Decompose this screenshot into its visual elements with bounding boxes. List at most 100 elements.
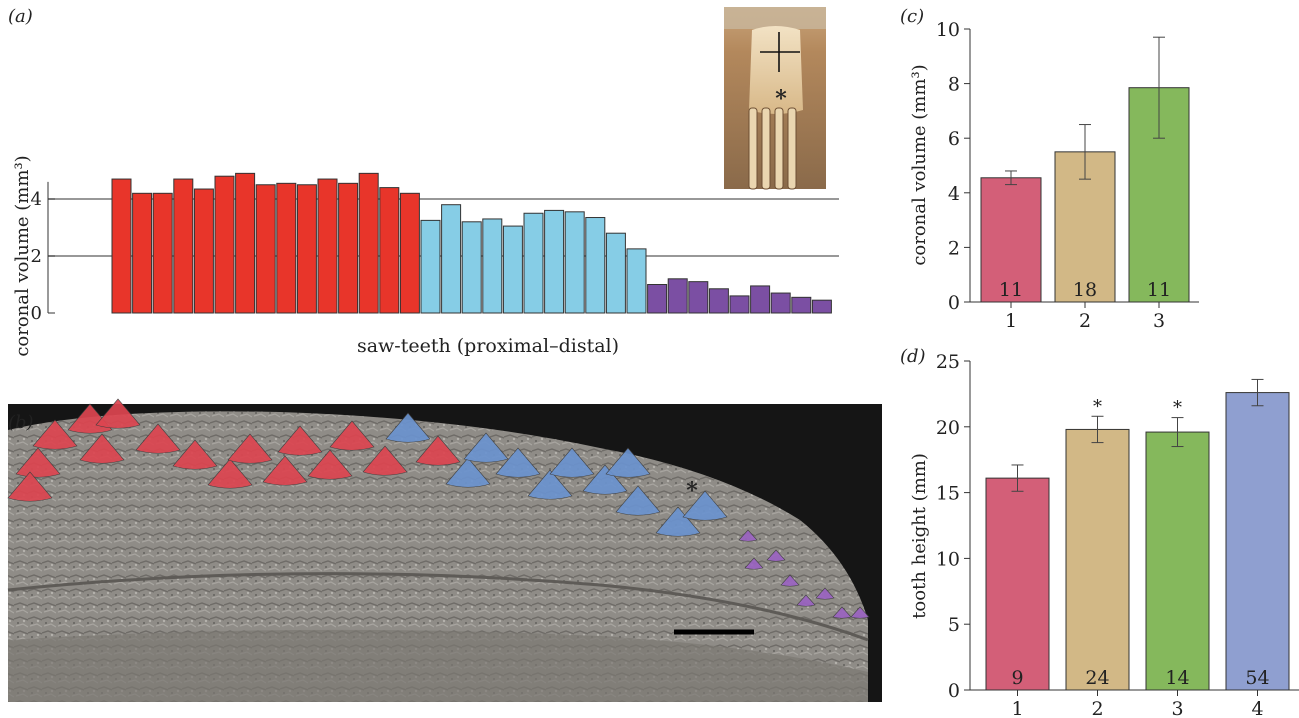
saw-tooth-red bbox=[79, 433, 125, 464]
specimen-3d-render: * bbox=[7, 398, 882, 702]
x-tick-label: 2 bbox=[1079, 310, 1091, 332]
panel-label-c: (c) bbox=[900, 6, 924, 27]
chart-c-bars: 11 18 11 bbox=[980, 36, 1190, 303]
saw-tooth-blue bbox=[385, 412, 431, 443]
bar bbox=[173, 178, 194, 314]
bar bbox=[317, 178, 338, 314]
y-tick-label: 10 bbox=[936, 19, 960, 41]
saw-tooth-purple bbox=[766, 549, 786, 562]
saw-tooth-purple bbox=[796, 594, 816, 607]
y-tick-label: 8 bbox=[948, 74, 960, 96]
bar bbox=[1145, 431, 1210, 691]
saw-tooth-red bbox=[362, 445, 408, 476]
bar bbox=[111, 178, 132, 314]
saw-tooth-red bbox=[227, 433, 273, 464]
specimen-marker: * bbox=[686, 478, 698, 504]
y-tick-label: 25 bbox=[936, 351, 960, 373]
saw-tooth-red bbox=[262, 455, 308, 486]
bar bbox=[296, 184, 317, 314]
bar bbox=[811, 299, 832, 314]
sample-count-label: 18 bbox=[1073, 279, 1097, 301]
chart-d: 9 24 * 14 * 54 0 5 10 15 20 25 1 2 3 4 tooth height (m… bbox=[909, 351, 1299, 718]
x-tick-label: 1 bbox=[1005, 310, 1017, 332]
panel-label-a: (a) bbox=[8, 6, 33, 27]
saw-tooth-red bbox=[307, 449, 353, 480]
chart-a-y-axis: 0 2 4 bbox=[31, 181, 55, 324]
y-tick-label: 20 bbox=[936, 417, 960, 439]
chart-a-bars bbox=[111, 172, 832, 314]
bar bbox=[235, 172, 256, 314]
bar bbox=[585, 217, 606, 314]
bar bbox=[132, 192, 153, 314]
bar bbox=[420, 219, 441, 314]
chart-a: 0 2 4 saw-teeth (proximal–distal) coronal … bbox=[12, 155, 839, 357]
panel-label-d: (d) bbox=[900, 346, 926, 367]
bar bbox=[276, 182, 297, 314]
bar bbox=[152, 192, 173, 314]
y-tick-label: 0 bbox=[31, 303, 42, 324]
sample-count-label: 9 bbox=[1011, 667, 1023, 689]
saw-tooth-purple bbox=[815, 587, 835, 600]
y-tick-label: 10 bbox=[936, 548, 960, 570]
saw-tooth-red bbox=[277, 425, 323, 456]
saw-tooth-red bbox=[32, 419, 78, 450]
chart-d-y-axis-label: tooth height (mm) bbox=[909, 453, 930, 619]
bar bbox=[441, 204, 462, 314]
saw-tooth-blue bbox=[463, 432, 509, 463]
saw-tooth-blue bbox=[615, 485, 661, 516]
bar bbox=[379, 187, 400, 314]
bar bbox=[729, 295, 750, 314]
saw-teeth-overlay bbox=[7, 398, 870, 619]
saw-tooth-blue bbox=[655, 506, 701, 537]
saw-tooth-blue bbox=[495, 447, 541, 478]
bar bbox=[985, 477, 1050, 691]
y-tick-label: 0 bbox=[948, 292, 960, 314]
bar bbox=[214, 175, 235, 314]
bar bbox=[193, 188, 214, 314]
bar bbox=[1065, 428, 1130, 691]
significance-marker: * bbox=[1173, 398, 1182, 419]
bar bbox=[626, 248, 647, 314]
x-tick-label: 4 bbox=[1251, 698, 1263, 718]
bar bbox=[399, 192, 420, 314]
sample-count-label: 14 bbox=[1165, 667, 1189, 689]
saw-tooth-blue bbox=[445, 457, 491, 488]
saw-tooth-red bbox=[95, 398, 141, 429]
bar bbox=[605, 232, 626, 314]
x-tick-label: 3 bbox=[1153, 310, 1165, 332]
chart-d-bars: 9 24 * 14 * 54 bbox=[985, 378, 1290, 691]
sample-count-label: 24 bbox=[1085, 667, 1109, 689]
bar bbox=[482, 218, 503, 314]
saw-tooth-blue bbox=[682, 490, 728, 521]
bar bbox=[461, 221, 482, 314]
chart-a-x-axis-label: saw-teeth (proximal–distal) bbox=[357, 335, 619, 357]
x-tick-label: 2 bbox=[1091, 698, 1103, 718]
bar bbox=[358, 172, 379, 314]
chart-d-y-axis: 0 5 10 15 20 25 1 2 3 4 bbox=[936, 351, 1299, 718]
saw-tooth-red bbox=[329, 420, 375, 451]
saw-tooth-purple bbox=[780, 574, 800, 587]
saw-tooth-purple bbox=[738, 529, 758, 542]
y-tick-label: 2 bbox=[31, 246, 42, 267]
chart-a-y-axis-label: coronal volume (mm³) bbox=[12, 155, 33, 356]
saw-tooth-blue bbox=[527, 469, 573, 500]
sample-count-label: 11 bbox=[999, 279, 1023, 301]
significance-marker: * bbox=[1093, 396, 1102, 417]
bar bbox=[1225, 392, 1290, 691]
y-tick-label: 4 bbox=[31, 189, 42, 210]
bar bbox=[338, 182, 359, 314]
saw-tooth-blue bbox=[582, 464, 628, 495]
bar bbox=[544, 209, 565, 314]
bar bbox=[708, 288, 729, 314]
saw-tooth-blue bbox=[549, 447, 595, 478]
saw-tooth-purple bbox=[850, 606, 870, 619]
bar bbox=[523, 212, 544, 314]
saw-tooth-red bbox=[7, 471, 53, 502]
bar bbox=[980, 177, 1042, 303]
bar bbox=[750, 285, 771, 314]
x-tick-label: 3 bbox=[1171, 698, 1183, 718]
saw-tooth-blue bbox=[605, 447, 651, 478]
bar bbox=[647, 284, 668, 314]
